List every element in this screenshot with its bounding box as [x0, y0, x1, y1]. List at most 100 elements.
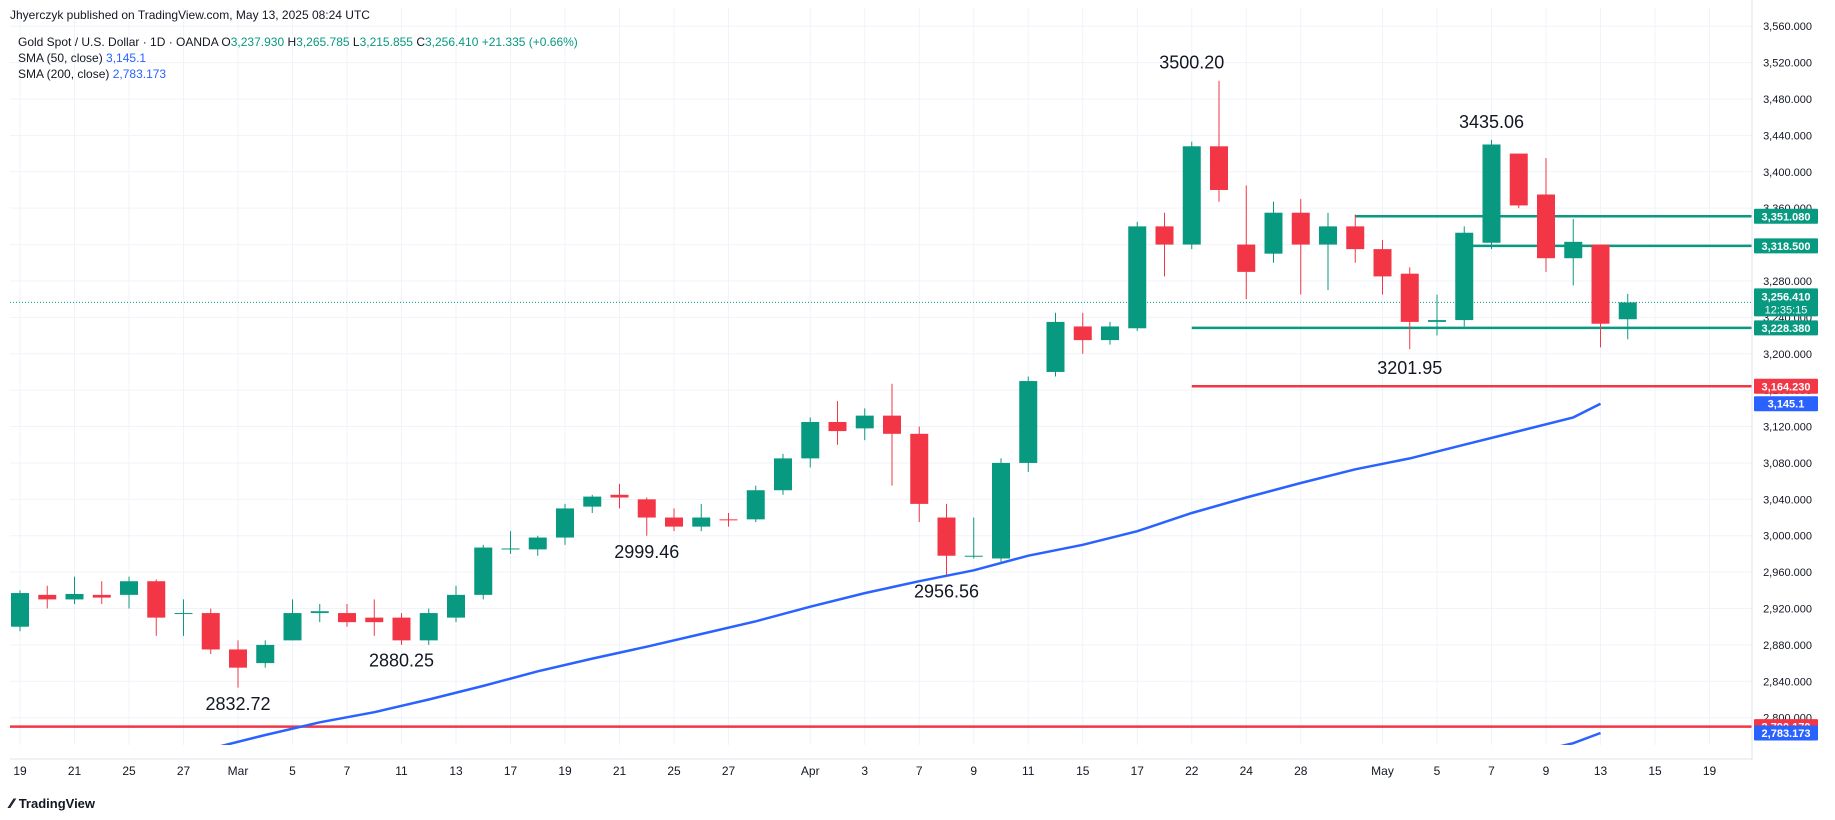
candle-body — [38, 594, 57, 600]
candle — [719, 512, 738, 527]
candle-body — [447, 594, 465, 618]
candle-body — [719, 519, 738, 521]
price-annotation: 2999.46 — [614, 542, 679, 562]
candle — [883, 383, 901, 486]
candle — [1428, 294, 1446, 336]
price-tag: 2,783.173 — [1754, 725, 1818, 741]
candle — [501, 531, 520, 554]
price-tag-label: 3,318.500 — [1762, 241, 1811, 253]
candle — [1482, 139, 1501, 250]
legend-symbol-row: Gold Spot / U.S. Dollar · 1D · OANDA O3,… — [18, 34, 578, 50]
candle — [1210, 80, 1228, 202]
legend-sma200-row[interactable]: SMA (200, close) 2,783.173 — [18, 66, 166, 82]
x-tick-label: 11 — [1022, 764, 1035, 778]
tradingview-logo-icon: ⁄⁄ — [10, 795, 14, 811]
candle — [229, 640, 247, 688]
candle — [38, 585, 57, 609]
candle — [365, 599, 384, 636]
price-tag-bg — [1754, 238, 1818, 254]
candle-body — [855, 415, 874, 429]
candle-body — [1591, 244, 1610, 324]
candle — [256, 640, 275, 668]
y-tick-label: 3,280.000 — [1763, 276, 1812, 288]
price-tag-label: 3,351.080 — [1762, 211, 1811, 223]
candle-body — [229, 649, 247, 668]
legend-low-value: 3,215.855 — [359, 35, 413, 49]
candle-body — [774, 458, 792, 491]
candle-body — [1101, 326, 1119, 341]
legend-sma50-row[interactable]: SMA (50, close) 3,145.1 — [18, 50, 146, 66]
candle-body — [365, 617, 384, 623]
candle-body — [1128, 226, 1147, 329]
candle-body — [556, 508, 574, 538]
y-tick-label: 2,840.000 — [1763, 676, 1812, 688]
candle — [828, 401, 847, 445]
price-tag-label: 3,256.410 — [1762, 291, 1811, 303]
candle — [1509, 153, 1528, 209]
legend-sma50-label: SMA (50, close) — [18, 51, 103, 65]
tradingview-branding[interactable]: ⁄⁄ TradingView — [10, 795, 95, 811]
price-tag-bg — [1754, 208, 1818, 224]
legend-open-value: 3,237.930 — [230, 35, 285, 49]
candle — [1618, 293, 1637, 340]
candle-body — [1428, 320, 1446, 322]
price-tag-bg — [1754, 378, 1818, 394]
price-tag-bg — [1754, 396, 1818, 412]
x-tick-label: 13 — [449, 764, 463, 778]
price-annotation: 2832.72 — [205, 694, 270, 714]
legend-close-label: C — [416, 35, 425, 49]
candle — [1073, 312, 1092, 354]
candle — [1564, 219, 1583, 286]
candle — [1346, 214, 1365, 263]
price-tag: 3,351.080 — [1754, 208, 1818, 224]
candle-body — [1019, 381, 1038, 463]
legend-symbol[interactable]: Gold Spot / U.S. Dollar · 1D · OANDA — [18, 35, 219, 49]
candle — [910, 426, 929, 523]
candle — [692, 503, 711, 532]
y-tick-label: 2,880.000 — [1763, 640, 1812, 652]
candle-body — [1373, 249, 1392, 277]
candle-body — [1319, 226, 1337, 245]
price-tag: 3,145.1 — [1754, 396, 1818, 412]
price-annotation: 2956.56 — [914, 581, 979, 601]
candle — [310, 603, 329, 623]
candle-body — [528, 537, 547, 550]
candle-body — [1509, 153, 1528, 206]
candle — [774, 453, 792, 495]
y-tick-label: 2,960.000 — [1763, 567, 1812, 579]
x-tick-label: 15 — [1648, 764, 1662, 778]
x-tick-label: 7 — [1488, 764, 1495, 778]
candle-body — [1155, 226, 1174, 245]
x-tick-label: 25 — [122, 764, 136, 778]
candle — [338, 603, 356, 627]
candle — [1319, 212, 1337, 291]
price-tag: 3,164.230 — [1754, 378, 1818, 394]
candlesticks — [11, 80, 1637, 688]
x-tick-label: 3 — [861, 764, 868, 778]
candle-body — [392, 617, 411, 641]
candle-body — [147, 581, 166, 618]
candle-body — [65, 593, 84, 600]
candle — [937, 503, 956, 575]
candle — [120, 576, 138, 609]
candle — [556, 503, 574, 545]
price-tag-bg — [1754, 320, 1818, 336]
y-tick-label: 3,200.000 — [1763, 349, 1812, 361]
legend-high-value: 3,265.785 — [296, 35, 350, 49]
candle — [1182, 141, 1201, 250]
x-tick-label: 19 — [558, 764, 572, 778]
y-tick-label: 3,000.000 — [1763, 531, 1812, 543]
y-tick-label: 3,560.000 — [1763, 21, 1812, 33]
candle — [1373, 240, 1392, 295]
y-tick-label: 3,080.000 — [1763, 458, 1812, 470]
legend-sma200-label: SMA (200, close) — [18, 67, 110, 81]
x-tick-label: 5 — [289, 764, 296, 778]
legend-close-value: 3,256.410 — [424, 35, 479, 49]
moving-averages — [220, 402, 1602, 745]
x-tick-label: 24 — [1240, 764, 1254, 778]
price-tag: 3,318.500 — [1754, 238, 1818, 254]
candle — [964, 517, 983, 559]
price-annotation: 3201.95 — [1377, 358, 1442, 378]
